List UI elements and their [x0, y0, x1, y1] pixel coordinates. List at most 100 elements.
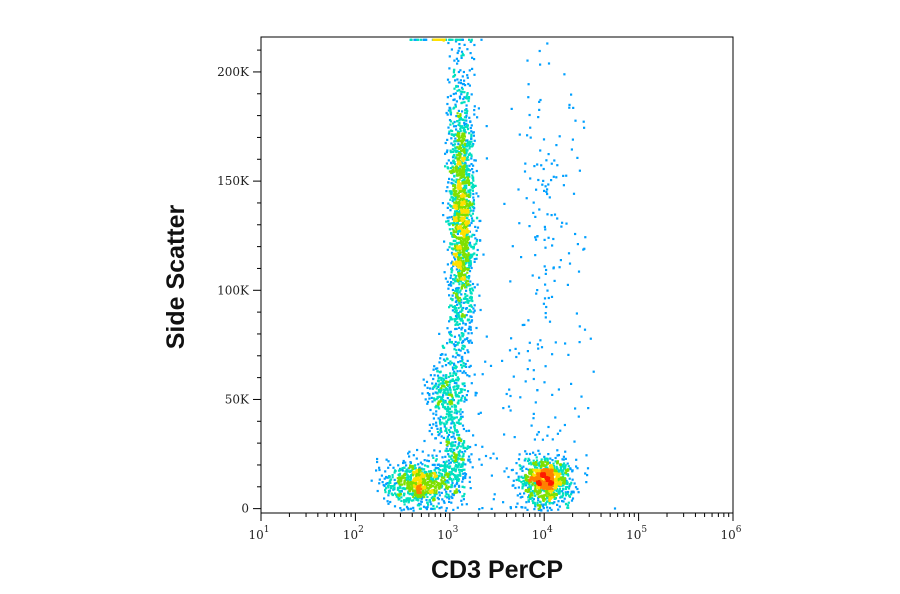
event-dot — [393, 482, 396, 485]
event-dot — [570, 481, 573, 484]
event-dot — [473, 184, 476, 187]
event-dot — [544, 283, 547, 286]
event-dot — [551, 494, 554, 497]
event-dot — [541, 438, 544, 441]
event-dot — [456, 169, 459, 172]
event-dot — [461, 273, 464, 276]
event-dot — [426, 392, 429, 395]
event-dot — [451, 133, 454, 136]
event-dot — [531, 470, 534, 474]
event-dot — [467, 153, 471, 156]
event-dot — [446, 113, 449, 116]
event-dot — [450, 178, 454, 181]
event-dot — [450, 393, 453, 396]
event-dot — [464, 262, 467, 265]
event-dot — [415, 475, 418, 478]
event-dot — [434, 437, 437, 440]
event-dot — [461, 118, 465, 121]
event-dot — [573, 482, 576, 485]
event-dot — [457, 217, 460, 221]
event-dot — [460, 463, 463, 466]
event-dot — [442, 377, 445, 380]
event-dot — [444, 495, 447, 498]
event-dot — [458, 452, 461, 456]
event-dot — [445, 443, 448, 447]
event-dot — [448, 401, 451, 404]
event-dot — [463, 130, 466, 134]
event-dot — [528, 484, 531, 487]
event-dot — [534, 490, 537, 493]
event-dot — [406, 507, 409, 510]
event-dot — [462, 217, 466, 220]
event-dot — [456, 321, 459, 324]
event-dot — [468, 84, 471, 87]
event-dot — [414, 481, 417, 484]
event-dot — [456, 184, 459, 187]
event-dot — [546, 478, 550, 481]
event-dot — [471, 56, 474, 59]
event-dot — [462, 306, 465, 310]
event-dot — [466, 268, 470, 271]
event-dot — [444, 471, 447, 474]
event-dot — [431, 472, 434, 475]
event-dot — [451, 399, 454, 402]
event-dot — [459, 449, 462, 452]
event-dot — [542, 464, 545, 467]
event-dot — [463, 142, 466, 145]
event-dot — [468, 206, 471, 209]
event-dot — [463, 286, 467, 289]
event-dot — [517, 486, 520, 489]
event-dot — [457, 109, 460, 112]
event-dot — [416, 448, 419, 452]
event-dot — [446, 220, 450, 223]
event-dot — [430, 470, 433, 473]
event-dot — [451, 416, 454, 419]
event-dot — [536, 477, 539, 480]
event-dot — [454, 311, 457, 314]
event-dot — [438, 494, 441, 497]
event-dot — [557, 388, 560, 391]
event-dot — [450, 190, 453, 193]
event-dot — [452, 75, 455, 78]
event-dot — [457, 450, 460, 454]
event-dot — [473, 105, 476, 108]
event-dot — [512, 484, 515, 487]
event-dot — [445, 490, 448, 493]
event-dot — [456, 446, 459, 449]
event-dot — [577, 415, 580, 418]
event-dot — [403, 472, 407, 476]
event-dot — [468, 270, 472, 273]
event-dot — [433, 365, 436, 368]
event-dot — [505, 467, 508, 470]
event-dot — [445, 429, 448, 432]
event-dot — [459, 227, 462, 230]
event-dot — [562, 473, 565, 476]
event-dot — [442, 405, 445, 409]
event-dot — [454, 429, 457, 432]
event-dot — [468, 143, 471, 146]
event-dot — [446, 464, 449, 467]
event-dot — [457, 377, 460, 380]
event-dot — [472, 192, 475, 196]
event-dot — [540, 164, 543, 167]
event-dot — [456, 410, 459, 413]
event-dot — [423, 38, 426, 41]
event-dot — [446, 393, 450, 396]
event-dot — [436, 367, 439, 370]
event-dot — [557, 491, 560, 494]
event-dot — [557, 481, 560, 484]
event-dot — [453, 68, 456, 71]
event-dot — [452, 205, 455, 208]
event-dot — [533, 492, 536, 495]
event-dot — [551, 502, 554, 505]
event-dot — [465, 429, 468, 433]
event-dot — [439, 415, 442, 418]
event-dot — [548, 467, 551, 470]
event-dot — [450, 379, 453, 382]
event-dot — [445, 440, 449, 443]
event-dot — [447, 411, 451, 414]
event-dot — [470, 209, 473, 212]
event-dot — [429, 491, 432, 494]
event-dot — [463, 278, 466, 281]
event-dot — [447, 109, 450, 112]
